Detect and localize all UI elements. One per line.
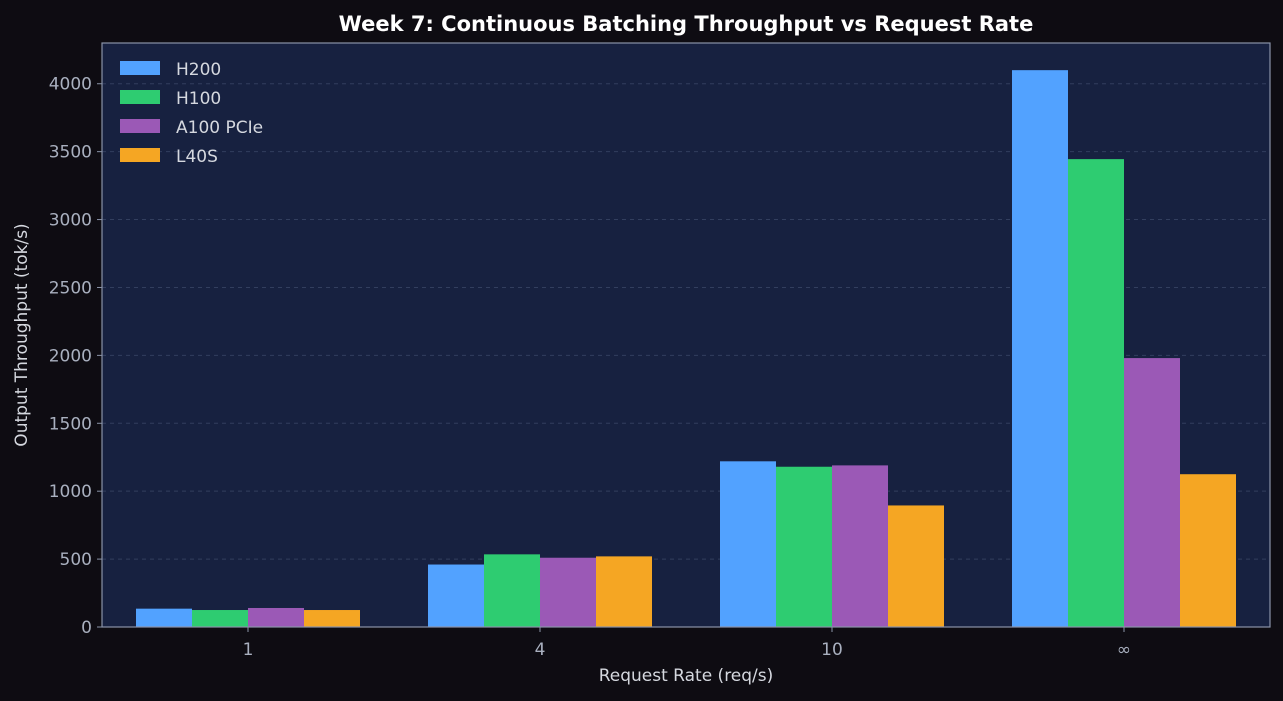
bar — [832, 465, 888, 627]
bar — [484, 554, 540, 627]
bar — [136, 608, 192, 627]
y-tick-label: 500 — [60, 550, 92, 570]
bar — [540, 557, 596, 627]
legend-label: L40S — [176, 147, 218, 167]
bar — [248, 607, 304, 627]
gridlines — [102, 83, 1270, 560]
y-tick-label: 1500 — [49, 414, 92, 434]
bar — [192, 610, 248, 627]
bar — [776, 466, 832, 627]
legend-label: H200 — [176, 60, 221, 80]
legend-swatch — [120, 90, 160, 104]
y-axis-label: Output Throughput (tok/s) — [12, 223, 32, 446]
x-axis-label: Request Rate (req/s) — [599, 666, 774, 686]
x-tick-label: 4 — [535, 640, 546, 660]
bar — [888, 505, 944, 627]
y-tick-label: 1000 — [49, 482, 92, 502]
bar — [720, 461, 776, 627]
legend-swatch — [120, 148, 160, 162]
bar — [304, 610, 360, 627]
bar — [596, 556, 652, 627]
bars — [136, 70, 1236, 628]
y-tick-label: 4000 — [49, 75, 92, 95]
axes: 0 500 1000 1500 2000 2500 3000 3500 4000 1 4 10 ∞ — [49, 75, 1131, 660]
x-tick-label: 10 — [821, 640, 843, 660]
legend-swatch — [120, 119, 160, 133]
bar — [1180, 474, 1236, 627]
x-tick-label: ∞ — [1117, 640, 1131, 660]
legend-label: A100 PCIe — [176, 118, 263, 138]
bar — [1124, 358, 1180, 627]
legend-label: H100 — [176, 89, 221, 109]
x-tick-label: 1 — [243, 640, 254, 660]
bar — [1068, 159, 1124, 628]
y-tick-label: 2500 — [49, 278, 92, 298]
legend: H200 H100 A100 PCIe L40S — [120, 60, 263, 167]
bar — [428, 564, 484, 627]
y-tick-label: 3500 — [49, 143, 92, 163]
y-tick-label: 0 — [81, 618, 92, 638]
chart-title: Week 7: Continuous Batching Throughput v… — [339, 12, 1034, 36]
y-tick-label: 3000 — [49, 211, 92, 231]
bar — [1012, 70, 1068, 628]
legend-swatch — [120, 61, 160, 75]
y-tick-label: 2000 — [49, 346, 92, 366]
plot-frame — [101, 42, 1271, 628]
